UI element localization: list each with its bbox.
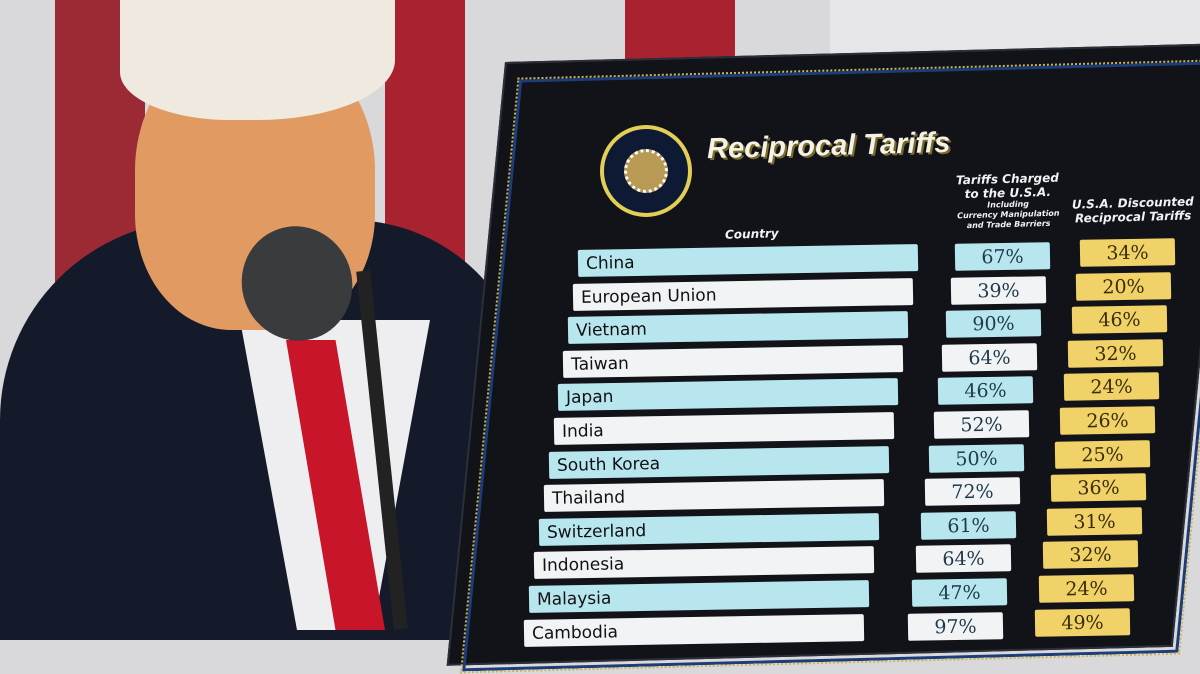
country-cell: European Union	[572, 277, 914, 311]
speaker-hair	[120, 0, 395, 120]
charged-cell: 47%	[911, 578, 1008, 607]
header-discounted: U.S.A. Discounted Reciprocal Tariffs	[1068, 194, 1199, 225]
discounted-cell: 34%	[1079, 238, 1176, 267]
discounted-cell: 32%	[1067, 338, 1163, 368]
charged-cell: 90%	[946, 309, 1042, 339]
charged-cell: 46%	[937, 376, 1034, 406]
charged-cell: 39%	[950, 275, 1046, 305]
charged-cell: 64%	[941, 342, 1038, 372]
discounted-cell: 46%	[1071, 305, 1168, 335]
charged-cell: 50%	[928, 443, 1025, 473]
eagle-icon	[624, 149, 668, 193]
country-cell: Taiwan	[563, 344, 904, 378]
discounted-cell: 25%	[1055, 439, 1151, 469]
country-cell: Switzerland	[538, 512, 880, 546]
charged-cell: 72%	[924, 477, 1021, 507]
board-title: Reciprocal Tariffs	[706, 126, 951, 166]
charged-cell: 97%	[907, 611, 1003, 641]
charged-cell: 61%	[920, 510, 1016, 540]
header-country: Country	[724, 226, 779, 242]
discounted-cell: 32%	[1042, 540, 1139, 570]
presidential-seal-logo	[600, 125, 692, 217]
country-cell: South Korea	[548, 445, 889, 479]
country-cell: Cambodia	[523, 613, 865, 647]
discounted-cell: 31%	[1046, 506, 1143, 536]
charged-cell: 52%	[933, 410, 1029, 439]
charged-cell: 64%	[916, 544, 1012, 574]
charged-cell: 67%	[954, 242, 1051, 271]
discounted-cell: 26%	[1059, 406, 1155, 435]
header-charged: Tariffs Charged to the U.S.A. Including …	[947, 170, 1068, 231]
discounted-cell: 24%	[1063, 372, 1159, 402]
discounted-cell: 24%	[1038, 574, 1135, 603]
discounted-cell: 36%	[1051, 473, 1147, 503]
discounted-cell: 20%	[1075, 271, 1172, 301]
discounted-cell: 49%	[1034, 607, 1131, 637]
